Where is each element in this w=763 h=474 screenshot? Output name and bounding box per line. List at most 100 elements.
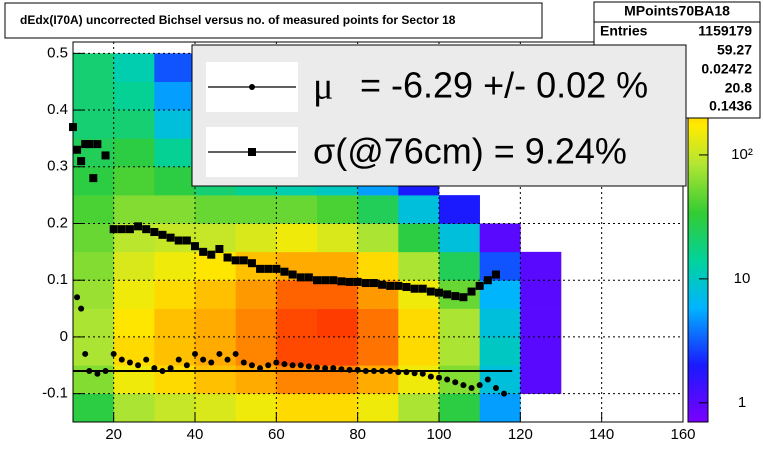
mean-point xyxy=(354,366,361,373)
mean-point xyxy=(200,356,207,363)
heatmap-cell xyxy=(195,393,236,423)
heatmap-cell xyxy=(113,138,155,168)
sigma-point xyxy=(191,242,199,251)
heatmap-cell xyxy=(154,195,196,224)
mean-point xyxy=(192,350,198,357)
sigma-point xyxy=(459,293,468,302)
sigma-point xyxy=(73,145,82,154)
title-box xyxy=(4,2,543,39)
sigma-point xyxy=(386,281,395,290)
y-tick-label: 0.5 xyxy=(47,44,68,61)
sigma-point xyxy=(280,267,289,276)
frame xyxy=(72,41,684,423)
legend-label: σ(@76cm) = 9.24% xyxy=(313,131,627,172)
mean-point xyxy=(86,367,93,374)
sigma-point xyxy=(361,279,370,288)
sigma-point xyxy=(174,236,183,245)
stats-value: 0.1436 xyxy=(709,98,752,114)
mean-point xyxy=(419,370,426,377)
mean-point xyxy=(216,350,223,357)
heatmap-cell xyxy=(520,336,562,366)
colorbar-tick-label: 10 xyxy=(734,270,751,287)
heatmap-cell xyxy=(195,365,236,394)
heatmap-cell xyxy=(398,336,440,366)
mean-point xyxy=(436,374,442,381)
sigma-point xyxy=(329,276,338,285)
heatmap-cell xyxy=(73,336,114,366)
heatmap-cell xyxy=(73,393,114,423)
heatmap-cell xyxy=(398,195,440,224)
mean-point xyxy=(110,350,117,357)
x-tick-label: 100 xyxy=(426,426,451,443)
x-tick-label: 20 xyxy=(105,426,122,443)
mean-point xyxy=(452,379,459,386)
sigma-point xyxy=(418,284,427,293)
heatmap-cell xyxy=(317,251,358,281)
heatmap-cell xyxy=(520,280,562,309)
mean-point xyxy=(167,365,174,372)
mean-point xyxy=(94,370,101,377)
heatmap-cell xyxy=(195,280,236,309)
mean-point xyxy=(362,367,369,374)
mean-point xyxy=(492,384,499,391)
sigma-point xyxy=(247,259,256,268)
heatmap-cell xyxy=(357,223,399,253)
sigma-point xyxy=(207,250,216,259)
sigma-point xyxy=(89,174,98,183)
heatmap-cell xyxy=(154,138,196,168)
mean-point xyxy=(126,359,133,366)
heatmap-cell xyxy=(276,393,318,423)
heatmap-cell xyxy=(357,308,399,338)
mean-point xyxy=(468,384,475,391)
heatmap-cell xyxy=(479,251,521,281)
heatmap-cell xyxy=(73,251,114,281)
mean-point xyxy=(314,364,320,371)
x-tick-label: 80 xyxy=(349,426,366,443)
heatmap-cell xyxy=(276,223,318,253)
mean-point xyxy=(151,365,158,372)
sigma-point xyxy=(410,284,419,293)
heatmap-cell xyxy=(317,336,358,366)
sigma-point xyxy=(101,151,110,160)
heatmap-cell xyxy=(276,280,318,309)
heatmap-cell xyxy=(235,365,277,394)
sigma-point xyxy=(296,273,305,282)
mean-point xyxy=(265,362,272,369)
heatmap-cell xyxy=(235,393,277,423)
heatmap-cell xyxy=(73,195,114,224)
heatmap-cell xyxy=(113,365,155,394)
mean-point xyxy=(135,362,142,369)
heatmap-cell xyxy=(479,280,521,309)
heatmap-cell xyxy=(154,53,196,83)
mean-point xyxy=(305,363,312,370)
mean-point xyxy=(476,382,483,389)
colorbar-tick-label: 1 xyxy=(738,394,746,411)
x-tick-label: 160 xyxy=(670,426,695,443)
sigma-point xyxy=(93,140,102,149)
sigma-point xyxy=(369,279,378,288)
mean-point xyxy=(208,359,215,366)
sigma-point xyxy=(313,276,321,285)
heatmap-cell xyxy=(235,195,277,224)
mean-point xyxy=(484,376,491,383)
mean-point xyxy=(183,362,190,369)
heatmap-cell xyxy=(479,393,521,423)
y-tick-label: 0.4 xyxy=(47,101,68,118)
sigma-point xyxy=(81,140,90,149)
mean-point xyxy=(224,356,231,363)
heatmap-cell xyxy=(154,81,196,111)
mean-point xyxy=(427,373,434,380)
sigma-point xyxy=(85,140,94,149)
sigma-point xyxy=(288,270,297,279)
legend-symbol: μ xyxy=(313,66,333,108)
sigma-point xyxy=(345,277,354,286)
heatmap-cell xyxy=(520,308,562,338)
sigma-point xyxy=(77,157,86,166)
heatmap-cell xyxy=(357,393,399,423)
heatmap-cell xyxy=(154,110,196,139)
heatmap-cell xyxy=(113,166,155,196)
mean-point xyxy=(338,366,345,373)
sigma-point xyxy=(304,273,313,282)
mean-point xyxy=(330,365,337,372)
